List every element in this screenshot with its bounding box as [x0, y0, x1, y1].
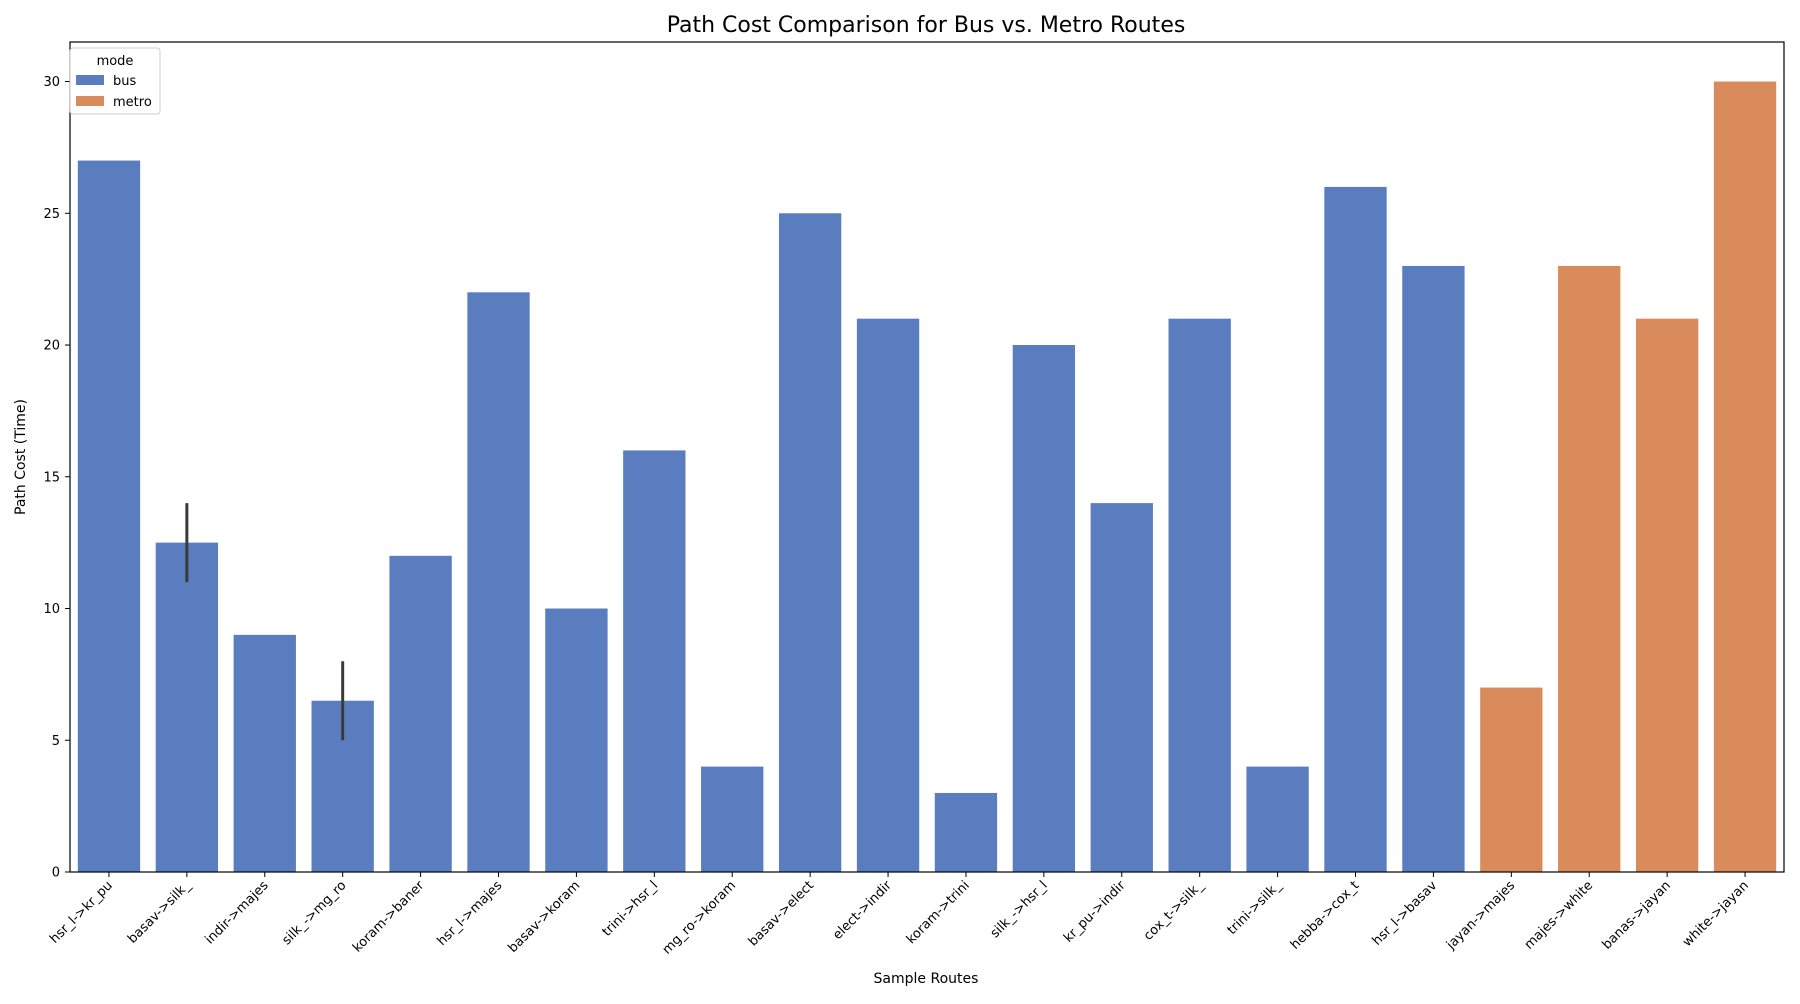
bar-bus-17 [1402, 265, 1465, 873]
x-tick-label: silk_->mg_ro [279, 878, 349, 948]
x-tick-label: basav->silk_ [125, 878, 194, 947]
bar-bus-14 [1168, 318, 1231, 872]
bar-metro-19 [1558, 265, 1621, 873]
chart-title: Path Cost Comparison for Bus vs. Metro R… [667, 13, 1186, 38]
x-tick-label: cox_t->silk_ [1141, 878, 1207, 944]
bar-bus-12 [1012, 345, 1076, 872]
bar-bus-7 [623, 450, 686, 872]
bar-metro-18 [1480, 687, 1543, 872]
y-axis: 0 5 10 15 20 25 30 [43, 75, 70, 881]
bar-bus-11 [934, 792, 998, 872]
bar-bus-8 [701, 766, 764, 872]
bar-bus-4 [389, 555, 452, 872]
x-tick-label: basav->elect [746, 878, 817, 949]
plot-frame [69, 41, 1785, 873]
y-tick-label: 10 [43, 602, 60, 617]
x-tick-label: kr_pu->indir [1061, 878, 1129, 946]
x-tick-label: elect->indir [830, 878, 895, 943]
legend-title: mode [97, 54, 134, 69]
bar-metro-20 [1635, 318, 1699, 872]
bar-bus-0 [77, 160, 141, 872]
x-axis: hsr_l->kr_pu basav->silk_ indir->majes silk… [47, 872, 1752, 958]
x-tick-label: trini->hsr_l [600, 878, 661, 939]
y-tick-label: 30 [43, 75, 60, 90]
x-tick-label: basav->koram [506, 878, 584, 956]
x-tick-label: majes->white [1522, 878, 1596, 952]
x-tick-label: silk_->hsr_l [988, 878, 1051, 941]
x-tick-label: banas->jayan [1600, 878, 1674, 952]
bar-bus-10 [856, 318, 920, 872]
y-tick-label: 5 [52, 734, 60, 749]
bar-bus-15 [1246, 766, 1309, 872]
x-tick-label: hebba->cox_t [1288, 878, 1362, 952]
bar-bus-5 [467, 292, 530, 872]
x-tick-label: trini->silk_ [1225, 878, 1285, 938]
x-tick-label: koram->baner [350, 878, 428, 956]
y-tick-label: 15 [43, 470, 60, 485]
bar-bus-16 [1324, 186, 1387, 873]
bar-bus-9 [778, 213, 842, 872]
error-bars-layer [185, 503, 345, 741]
x-tick-label: mg_ro->koram [660, 878, 739, 957]
x-tick-label: jayan->majes [1443, 878, 1518, 953]
bars-layer [77, 81, 1777, 873]
x-tick-label: hsr_l->basav [1370, 878, 1441, 949]
x-tick-label: white->jayan [1680, 878, 1752, 950]
legend-swatch-metro [76, 96, 104, 106]
y-tick-label: 0 [52, 866, 60, 881]
legend: mode bus metro [69, 47, 161, 115]
bar-bus-1 [155, 542, 219, 872]
x-axis-label: Sample Routes [874, 971, 979, 987]
y-tick-label: 25 [43, 207, 60, 222]
bar-bus-6 [545, 608, 608, 872]
legend-swatch-bus [76, 75, 104, 85]
bar-bus-2 [233, 634, 296, 872]
legend-label-metro: metro [113, 95, 152, 110]
bar-bus-13 [1090, 503, 1153, 872]
x-tick-label: hsr_l->kr_pu [47, 878, 116, 947]
bar-metro-21 [1713, 81, 1777, 872]
x-tick-label: indir->majes [202, 878, 271, 947]
y-tick-label: 20 [43, 339, 60, 354]
y-axis-label: Path Cost (Time) [13, 399, 29, 515]
x-tick-label: hsr_l->majes [435, 878, 506, 949]
legend-label-bus: bus [113, 74, 136, 89]
x-tick-label: koram->trini [904, 878, 973, 947]
